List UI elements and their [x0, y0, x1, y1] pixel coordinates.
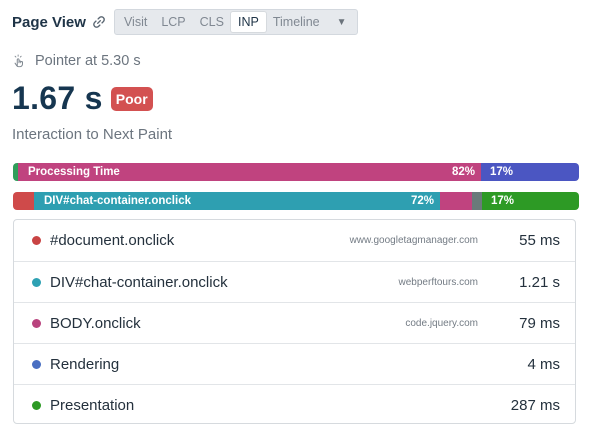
list-item[interactable]: Presentation 287 ms: [14, 384, 575, 426]
view-tabs: Visit LCP CLS INP Timeline ▼: [113, 9, 358, 35]
interaction-label: Pointer at 5.30 s: [35, 53, 141, 69]
page-header: Page View Visit LCP CLS INP Timeline ▼: [12, 9, 358, 35]
link-icon[interactable]: [92, 15, 106, 29]
list-item[interactable]: Rendering 4 ms: [14, 343, 575, 385]
event-breakdown-list: #document.onclick www.googletagmanager.c…: [13, 219, 576, 424]
inp-value: 1.67 s: [12, 80, 103, 116]
presentation-segment[interactable]: 17%: [482, 192, 579, 210]
tab-inp[interactable]: INP: [230, 12, 266, 32]
color-dot: [32, 319, 41, 328]
event-duration: 4 ms: [527, 356, 560, 373]
rendering-segment[interactable]: [472, 192, 482, 210]
event-name: Rendering: [50, 356, 120, 373]
tab-lcp[interactable]: LCP: [161, 15, 186, 29]
bar-lead-segment: [13, 163, 18, 181]
chat-container-label: DIV#chat-container.onclick: [44, 195, 191, 207]
interaction-type: Pointer at 5.30 s: [12, 53, 141, 69]
bar-lead-segment: [13, 192, 34, 210]
presentation-segment[interactable]: 17%: [481, 163, 579, 181]
list-item[interactable]: #document.onclick www.googletagmanager.c…: [14, 220, 575, 261]
event-name: #document.onclick: [50, 232, 175, 249]
metric-name: Interaction to Next Paint: [12, 126, 173, 143]
pointer-icon: [14, 54, 23, 68]
event-duration: 55 ms: [519, 232, 560, 249]
event-name: DIV#chat-container.onclick: [50, 274, 228, 291]
tab-timeline[interactable]: Timeline: [272, 15, 320, 29]
processing-time-segment[interactable]: Processing Time 82%: [18, 163, 481, 181]
event-duration: 1.21 s: [519, 274, 560, 291]
page-title: Page View: [12, 13, 86, 31]
color-dot: [32, 360, 41, 369]
processing-time-percent: 82%: [451, 166, 475, 178]
event-name: BODY.onclick: [50, 315, 141, 332]
script-breakdown-bar[interactable]: DIV#chat-container.onclick 72% 17%: [13, 192, 579, 210]
event-source: webperftours.com: [398, 277, 478, 288]
processing-time-bar[interactable]: Processing Time 82% 17%: [13, 163, 579, 181]
presentation-percent: 17%: [491, 195, 515, 207]
tab-visit[interactable]: Visit: [123, 15, 148, 29]
tab-cls[interactable]: CLS: [199, 15, 224, 29]
event-duration: 287 ms: [510, 397, 560, 414]
inp-metric: 1.67 s Poor: [12, 80, 153, 117]
event-source: code.jquery.com: [405, 318, 478, 329]
chat-container-segment[interactable]: DIV#chat-container.onclick 72%: [34, 192, 440, 210]
color-dot: [32, 236, 41, 245]
body-onclick-segment[interactable]: [440, 192, 472, 210]
event-duration: 79 ms: [519, 315, 560, 332]
event-name: Presentation: [50, 397, 135, 414]
list-item[interactable]: BODY.onclick code.jquery.com 79 ms: [14, 302, 575, 344]
chat-container-percent: 72%: [410, 195, 434, 207]
color-dot: [32, 278, 41, 287]
rating-badge: Poor: [110, 86, 153, 111]
event-source: www.googletagmanager.com: [349, 235, 478, 246]
chevron-down-icon[interactable]: ▼: [336, 16, 347, 28]
presentation-percent: 17%: [490, 166, 514, 178]
color-dot: [32, 401, 41, 410]
processing-time-label: Processing Time: [28, 166, 120, 178]
list-item[interactable]: DIV#chat-container.onclick webperftours.…: [14, 261, 575, 303]
